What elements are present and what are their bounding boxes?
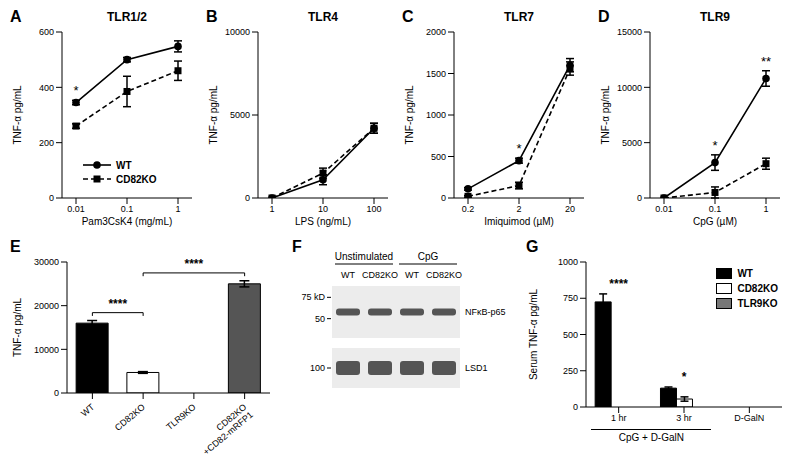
svg-text:WT: WT xyxy=(405,270,419,280)
svg-text:D-GalN: D-GalN xyxy=(734,413,764,423)
html-text:G: G xyxy=(526,238,539,255)
svg-text:CD82KO: CD82KO xyxy=(426,270,462,280)
html-text:TLR4: TLR4 xyxy=(308,10,338,24)
svg-text:*: * xyxy=(682,370,687,384)
svg-text:*: * xyxy=(712,138,717,153)
svg-text:750: 750 xyxy=(563,293,578,303)
svg-text:3 hr: 3 hr xyxy=(676,413,692,423)
svg-text:15000: 15000 xyxy=(617,27,642,37)
html-text:D: D xyxy=(598,8,610,25)
svg-text:CpG: CpG xyxy=(418,251,439,262)
html-text:C: C xyxy=(402,8,414,25)
html-text:E: E xyxy=(10,238,21,255)
svg-text:LSD1: LSD1 xyxy=(465,363,488,373)
html-text:CD82KO: CD82KO xyxy=(737,283,778,294)
svg-text:10000: 10000 xyxy=(617,83,642,93)
svg-text:CD82KO+CD82-mRFP1: CD82KO+CD82-mRFP1 xyxy=(195,402,255,457)
svg-text:100: 100 xyxy=(310,363,325,373)
svg-text:100: 100 xyxy=(366,204,381,214)
html-text:B: B xyxy=(206,8,218,25)
svg-text:20: 20 xyxy=(565,204,575,214)
svg-text:WT: WT xyxy=(341,270,355,280)
svg-text:1: 1 xyxy=(175,204,180,214)
html-text:CpG + D-GalN: CpG + D-GalN xyxy=(618,432,684,443)
svg-text:1: 1 xyxy=(269,204,274,214)
svg-text:NFκB-p65: NFκB-p65 xyxy=(465,307,506,317)
svg-text:Imiquimod (µM): Imiquimod (µM) xyxy=(484,216,554,227)
svg-text:LPS (ng/mL): LPS (ng/mL) xyxy=(295,216,351,227)
svg-text:50: 50 xyxy=(315,314,325,324)
svg-text:1500: 1500 xyxy=(426,69,446,79)
svg-text:600: 600 xyxy=(39,27,54,37)
svg-text:500: 500 xyxy=(431,152,446,162)
svg-text:CpG (µM): CpG (µM) xyxy=(693,216,737,227)
svg-text:400: 400 xyxy=(39,83,54,93)
svg-text:0.01: 0.01 xyxy=(67,204,85,214)
html-text:F: F xyxy=(292,238,302,255)
svg-text:WT: WT xyxy=(79,402,97,419)
svg-text:0.01: 0.01 xyxy=(655,204,673,214)
html-text:TLR9KO: TLR9KO xyxy=(737,298,778,309)
svg-text:0: 0 xyxy=(441,193,446,203)
svg-text:TNF-α pg/mL: TNF-α pg/mL xyxy=(600,85,611,145)
svg-text:TNF-α pg/mL: TNF-α pg/mL xyxy=(12,298,23,358)
html-text:WT: WT xyxy=(737,268,753,279)
svg-text:TLR9KO: TLR9KO xyxy=(164,402,197,432)
svg-text:0: 0 xyxy=(245,193,250,203)
svg-text:0.1: 0.1 xyxy=(121,204,134,214)
svg-text:CD82KO: CD82KO xyxy=(113,402,147,433)
svg-text:****: **** xyxy=(609,277,628,291)
svg-text:****: **** xyxy=(185,257,204,271)
svg-text:0.2: 0.2 xyxy=(462,204,475,214)
svg-text:500: 500 xyxy=(563,330,578,340)
svg-text:0: 0 xyxy=(49,193,54,203)
svg-text:CD82KO: CD82KO xyxy=(362,270,398,280)
html-text:TLR9: TLR9 xyxy=(700,10,730,24)
svg-text:5000: 5000 xyxy=(622,138,642,148)
svg-text:75 kD: 75 kD xyxy=(301,292,325,302)
svg-text:****: **** xyxy=(108,297,127,311)
svg-text:5000: 5000 xyxy=(230,110,250,120)
svg-text:0: 0 xyxy=(637,193,642,203)
svg-text:1000: 1000 xyxy=(426,110,446,120)
svg-text:1000: 1000 xyxy=(558,257,578,267)
svg-text:10: 10 xyxy=(318,204,328,214)
html-text:TLR7: TLR7 xyxy=(504,10,534,24)
svg-text:1: 1 xyxy=(763,204,768,214)
svg-text:0: 0 xyxy=(573,402,578,412)
svg-text:20000: 20000 xyxy=(34,301,59,311)
svg-text:2000: 2000 xyxy=(426,27,446,37)
svg-text:TNF-α pg/mL: TNF-α pg/mL xyxy=(12,85,23,145)
svg-text:200: 200 xyxy=(39,138,54,148)
svg-text:30000: 30000 xyxy=(34,257,59,267)
svg-text:2: 2 xyxy=(516,204,521,214)
svg-text:0: 0 xyxy=(54,388,59,398)
html-text:WT: WT xyxy=(116,159,132,171)
svg-text:10000: 10000 xyxy=(225,27,250,37)
svg-text:*: * xyxy=(516,141,521,156)
html-text:A: A xyxy=(10,8,22,25)
svg-text:TNF-α pg/mL: TNF-α pg/mL xyxy=(404,85,415,145)
svg-text:0.1: 0.1 xyxy=(709,204,722,214)
svg-text:10000: 10000 xyxy=(34,345,59,355)
svg-text:Pam3CsK4 (mg/mL): Pam3CsK4 (mg/mL) xyxy=(82,216,173,227)
svg-text:**: ** xyxy=(761,54,771,69)
svg-text:Unstimulated: Unstimulated xyxy=(335,251,393,262)
svg-text:TNF-α pg/mL: TNF-α pg/mL xyxy=(208,85,219,145)
svg-text:Serum TNF-α pg/mL: Serum TNF-α pg/mL xyxy=(528,288,539,380)
svg-text:250: 250 xyxy=(563,366,578,376)
html-text:TLR1/2: TLR1/2 xyxy=(107,10,147,24)
html-text:CD82KO: CD82KO xyxy=(116,173,157,185)
svg-text:1 hr: 1 hr xyxy=(611,413,627,423)
svg-text:*: * xyxy=(73,83,78,98)
